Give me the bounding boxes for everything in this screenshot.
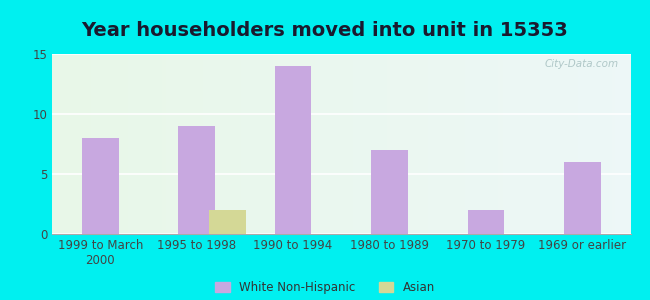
Bar: [209, 210, 246, 234]
Bar: [275, 66, 311, 234]
Legend: White Non-Hispanic, Asian: White Non-Hispanic, Asian: [215, 281, 435, 294]
Text: Year householders moved into unit in 15353: Year householders moved into unit in 153…: [82, 21, 568, 40]
Bar: [178, 126, 215, 234]
Text: City-Data.com: City-Data.com: [545, 59, 619, 69]
Bar: [467, 210, 504, 234]
Bar: [82, 138, 118, 234]
Bar: [371, 150, 408, 234]
Bar: [564, 162, 601, 234]
